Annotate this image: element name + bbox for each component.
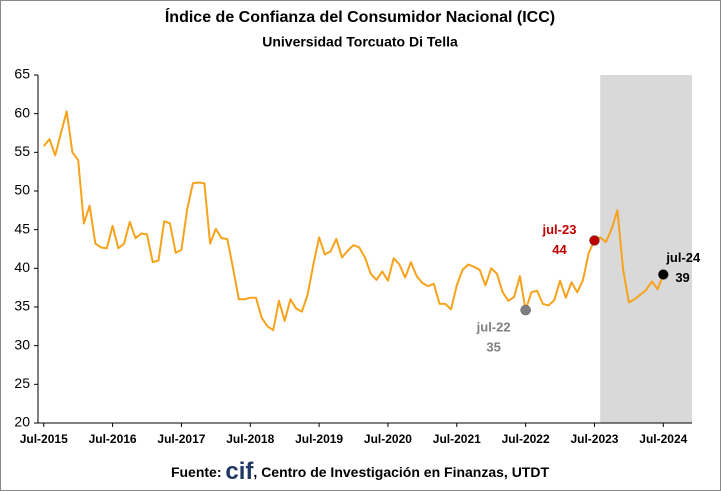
annotation-label: jul-23 bbox=[541, 222, 576, 237]
x-tick-label: Jul-2021 bbox=[433, 432, 481, 446]
highlight-point bbox=[589, 235, 600, 246]
y-tick-label: 25 bbox=[14, 375, 30, 391]
source: Fuente: cif, Centro de Investigación en … bbox=[171, 458, 550, 485]
annotation-value: 35 bbox=[486, 340, 500, 355]
y-tick-label: 65 bbox=[14, 66, 30, 82]
y-tick-label: 40 bbox=[14, 259, 30, 275]
annotation-label: jul-22 bbox=[476, 320, 511, 335]
x-tick-label: Jul-2020 bbox=[364, 432, 412, 446]
source-prefix: Fuente: bbox=[171, 464, 222, 480]
x-tick-label: Jul-2018 bbox=[226, 432, 274, 446]
y-tick-label: 50 bbox=[14, 182, 30, 198]
x-tick-label: Jul-2019 bbox=[295, 432, 343, 446]
highlight-point bbox=[658, 269, 669, 280]
chart-title: Índice de Confianza del Consumidor Nacio… bbox=[165, 7, 555, 26]
shaded-region bbox=[600, 75, 692, 423]
annotation-value: 39 bbox=[675, 270, 689, 285]
x-tick-label: Jul-2024 bbox=[639, 432, 687, 446]
y-tick-label: 30 bbox=[14, 336, 30, 352]
x-tick-label: Jul-2016 bbox=[89, 432, 137, 446]
y-tick-label: 35 bbox=[14, 298, 30, 314]
y-tick-label: 60 bbox=[14, 104, 30, 120]
annotation-value: 44 bbox=[552, 242, 567, 257]
highlight-point bbox=[520, 304, 531, 316]
source-logo: cif bbox=[225, 458, 254, 485]
x-tick-label: Jul-2023 bbox=[570, 432, 618, 446]
x-tick-label: Jul-2015 bbox=[20, 432, 68, 446]
y-tick-label: 55 bbox=[14, 143, 30, 159]
chart-subtitle: Universidad Torcuato Di Tella bbox=[262, 34, 458, 50]
x-tick-label: Jul-2022 bbox=[502, 432, 550, 446]
source-rest: , Centro de Investigación en Finanzas, U… bbox=[253, 464, 549, 480]
series-line bbox=[42, 110, 665, 332]
y-tick-label: 45 bbox=[14, 220, 30, 236]
y-tick-label: 20 bbox=[14, 414, 30, 430]
x-tick-label: Jul-2017 bbox=[157, 432, 205, 446]
annotation-label: jul-24 bbox=[665, 250, 701, 265]
